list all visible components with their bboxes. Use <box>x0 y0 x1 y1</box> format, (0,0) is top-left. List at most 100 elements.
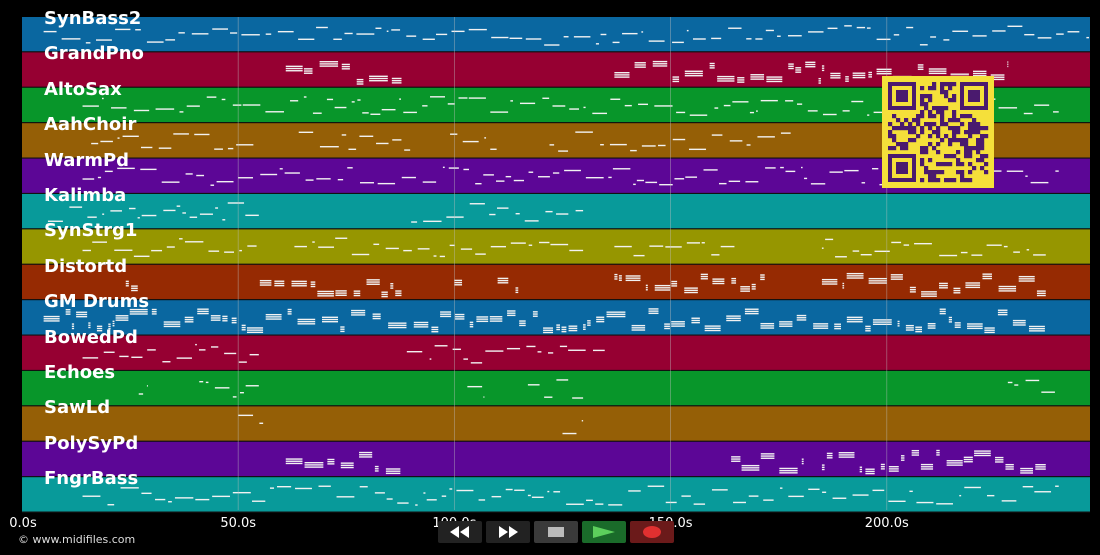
note <box>568 327 578 330</box>
note <box>1030 181 1049 184</box>
record-button[interactable] <box>630 521 674 543</box>
note <box>936 452 940 454</box>
note <box>82 357 99 359</box>
note <box>868 71 872 74</box>
note <box>846 275 864 277</box>
fast-forward-button[interactable] <box>486 521 530 543</box>
note <box>238 177 253 179</box>
note <box>963 456 973 459</box>
note <box>340 464 354 467</box>
note <box>704 327 721 329</box>
note <box>948 321 952 323</box>
qr-module <box>964 142 969 147</box>
note <box>327 460 335 463</box>
note <box>943 39 950 41</box>
note <box>846 321 863 323</box>
qr-module <box>928 98 933 103</box>
note <box>455 316 465 318</box>
qr-code[interactable] <box>882 76 994 188</box>
note <box>905 327 914 329</box>
note <box>822 113 837 116</box>
note <box>852 76 866 79</box>
note <box>636 179 644 182</box>
qr-module <box>960 162 965 167</box>
track-label: FngrBass <box>44 468 139 490</box>
note <box>232 396 237 398</box>
note <box>903 244 910 246</box>
qr-module <box>968 150 973 155</box>
qr-module <box>920 94 925 99</box>
note <box>374 492 385 494</box>
note <box>294 245 307 248</box>
note <box>231 319 237 322</box>
note <box>939 312 946 315</box>
note <box>832 497 847 499</box>
note <box>104 170 113 173</box>
note <box>897 322 900 325</box>
note <box>852 72 866 74</box>
qr-module <box>896 142 901 147</box>
note <box>475 253 486 255</box>
note <box>821 464 825 466</box>
note <box>489 318 503 320</box>
note <box>433 255 437 257</box>
note <box>497 277 509 280</box>
note <box>860 254 872 256</box>
note <box>297 323 316 325</box>
note <box>625 275 641 277</box>
note <box>351 101 355 103</box>
qr-module <box>940 114 945 119</box>
note <box>241 326 246 329</box>
note <box>290 100 299 102</box>
note <box>224 251 235 253</box>
note <box>974 450 991 452</box>
note <box>138 393 144 395</box>
note <box>211 346 219 348</box>
note <box>356 78 364 81</box>
note <box>125 285 129 287</box>
note <box>491 495 502 498</box>
note <box>712 278 725 280</box>
note <box>928 68 947 70</box>
qr-module <box>964 130 969 135</box>
note <box>686 29 689 32</box>
stop-button[interactable] <box>534 521 578 543</box>
note <box>304 466 324 468</box>
note <box>654 284 671 287</box>
note <box>285 67 303 70</box>
note <box>704 329 721 332</box>
note <box>939 308 946 310</box>
note <box>205 381 209 384</box>
note <box>155 498 166 501</box>
qr-module <box>920 86 925 91</box>
note <box>614 76 630 78</box>
note <box>914 242 932 245</box>
note <box>928 70 947 72</box>
note <box>107 504 115 506</box>
qr-module <box>968 122 973 127</box>
qr-module <box>968 146 973 151</box>
note <box>671 325 685 327</box>
note <box>821 281 838 283</box>
qr-module <box>952 138 957 143</box>
note <box>174 497 194 499</box>
note <box>859 468 863 471</box>
qr-module <box>948 178 953 183</box>
note <box>1055 485 1059 487</box>
qr-module <box>940 110 945 115</box>
note <box>821 69 825 72</box>
rewind-button[interactable] <box>438 521 482 543</box>
note <box>406 351 423 353</box>
note <box>212 28 229 30</box>
note <box>351 314 366 316</box>
note <box>818 77 821 80</box>
note <box>760 455 775 457</box>
note <box>652 60 668 63</box>
note <box>549 144 555 146</box>
note <box>787 35 802 37</box>
note <box>125 280 129 283</box>
play-button[interactable] <box>582 521 626 543</box>
note <box>484 137 487 139</box>
note <box>634 64 646 66</box>
note <box>112 322 115 325</box>
